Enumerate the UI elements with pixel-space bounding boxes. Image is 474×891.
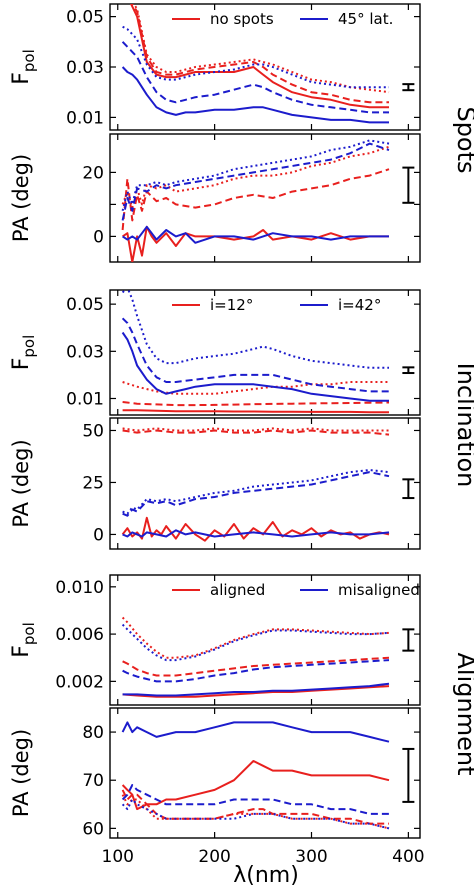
- legend-entry: no spots: [210, 10, 274, 28]
- panel-align-fpol: 0.002 0.006 0.010 Fpol aligned misaligned: [9, 574, 421, 706]
- series-line-blue-solid: [121, 721, 390, 743]
- y-tick-label: 0.03: [66, 342, 104, 362]
- series-group: [121, 427, 390, 542]
- series-group: [121, 4, 390, 124]
- axes-frame: [109, 417, 421, 550]
- group-title-inclination: Inclination: [452, 363, 474, 488]
- series-line-blue-dotted: [121, 623, 390, 662]
- y-tick-label: 25: [82, 473, 104, 493]
- y-axis-label: Fpol: [9, 49, 38, 85]
- y-axis-label: PA (deg): [9, 154, 33, 242]
- series-group: [121, 721, 390, 830]
- y-tick-label: 60: [82, 819, 104, 839]
- panel-incl-fpol: 0.01 0.03 0.05 Fpol i=12° i=42°: [9, 289, 421, 416]
- series-group: [121, 139, 390, 262]
- series-group: [121, 290, 390, 414]
- series-line-red-dashed: [122, 429, 390, 436]
- legend-inclination: i=12° i=42°: [172, 296, 381, 314]
- series-line-red-dotted: [132, 4, 390, 94]
- x-tick-label: 400: [392, 847, 424, 867]
- x-tick-label: 200: [198, 847, 230, 867]
- panels-layer: 0.01 0.03 0.05 Fpol no spots 45° lat. 0 20 PA (d…: [9, 3, 425, 867]
- series-line-blue-solid: [121, 66, 389, 124]
- legend-entry: i=12°: [210, 296, 253, 314]
- panel-align-pa: 60 70 80 PA (deg) 100 200 300 400: [9, 707, 425, 867]
- y-tick-label: 0.05: [66, 8, 104, 28]
- axes-frame: [109, 133, 421, 263]
- y-tick-label: 0.01: [66, 389, 104, 409]
- y-axis-label: PA (deg): [9, 439, 33, 527]
- series-line-blue-solid: [121, 331, 389, 402]
- panel-spots-pa: 0 20 PA (deg): [9, 133, 421, 263]
- y-tick-label: 0.03: [66, 58, 104, 78]
- series-line-red-dashed: [131, 4, 389, 104]
- legend-entry: 45° lat.: [338, 10, 393, 28]
- legend-spots: no spots 45° lat.: [172, 10, 393, 28]
- y-axis-label: PA (deg): [9, 729, 33, 817]
- legend-alignment: aligned misaligned: [172, 581, 420, 599]
- series-line-red-dotted: [121, 616, 390, 659]
- series-line-blue-dashed: [122, 471, 390, 517]
- series-line-blue-solid: [122, 682, 390, 697]
- x-axis-label: λ(nm): [233, 863, 299, 888]
- series-line-blue-dashed: [121, 41, 389, 114]
- series-line-blue-dotted: [121, 290, 389, 369]
- series-line-red-solid: [121, 516, 390, 542]
- y-tick-label: 0.05: [66, 295, 104, 315]
- series-line-blue-dotted: [122, 469, 390, 515]
- y-tick-label: 80: [82, 723, 104, 743]
- series-line-blue-dashed: [121, 142, 390, 221]
- y-tick-label: 0: [93, 227, 104, 247]
- series-line-red-dashed: [121, 168, 390, 231]
- axes-frame: [109, 574, 421, 706]
- series-line-blue-dashed: [121, 317, 389, 393]
- y-axis-label: Fpol: [9, 335, 38, 371]
- series-line-blue-dashed: [121, 784, 389, 815]
- x-tick-label: 100: [102, 847, 134, 867]
- series-group: [121, 616, 390, 698]
- y-tick-label: 50: [82, 421, 104, 441]
- series-line-red-dotted: [122, 427, 389, 432]
- y-tick-label: 0.002: [55, 672, 104, 692]
- series-line-red-solid: [122, 225, 389, 262]
- series-line-red-dashed: [121, 789, 389, 825]
- y-axis-label: Fpol: [9, 622, 38, 658]
- series-line-red-solid: [122, 685, 390, 698]
- axes-frame: [109, 289, 421, 416]
- series-line-blue-dashed: [122, 659, 390, 683]
- legend-entry: aligned: [210, 581, 265, 599]
- series-line-blue-solid: [122, 225, 389, 244]
- group-title-alignment: Alignment: [452, 653, 474, 776]
- legend-entry: misaligned: [338, 581, 420, 599]
- y-tick-label: 70: [82, 771, 104, 791]
- series-line-blue-dotted: [122, 25, 389, 89]
- series-line-blue-solid: [122, 529, 390, 538]
- series-line-red-solid: [121, 760, 390, 811]
- legend-entry: i=42°: [338, 296, 381, 314]
- y-tick-label: 0: [93, 525, 104, 545]
- panel-spots-fpol: 0.01 0.03 0.05 Fpol no spots 45° lat.: [9, 3, 421, 131]
- series-line-red-dashed: [122, 401, 390, 407]
- series-line-red-dashed: [122, 656, 390, 677]
- group-title-spots: Spots: [452, 106, 474, 173]
- y-tick-label: 0.006: [55, 625, 104, 645]
- y-tick-label: 0.010: [55, 578, 104, 598]
- y-tick-label: 20: [82, 163, 104, 183]
- axes-frame: [109, 707, 421, 839]
- panel-incl-pa: 0 25 50 PA (deg): [9, 417, 421, 550]
- y-tick-label: 0.01: [66, 108, 104, 128]
- series-line-red-solid: [122, 409, 389, 414]
- x-tick-label: 300: [295, 847, 327, 867]
- series-line-blue-dotted: [121, 798, 390, 830]
